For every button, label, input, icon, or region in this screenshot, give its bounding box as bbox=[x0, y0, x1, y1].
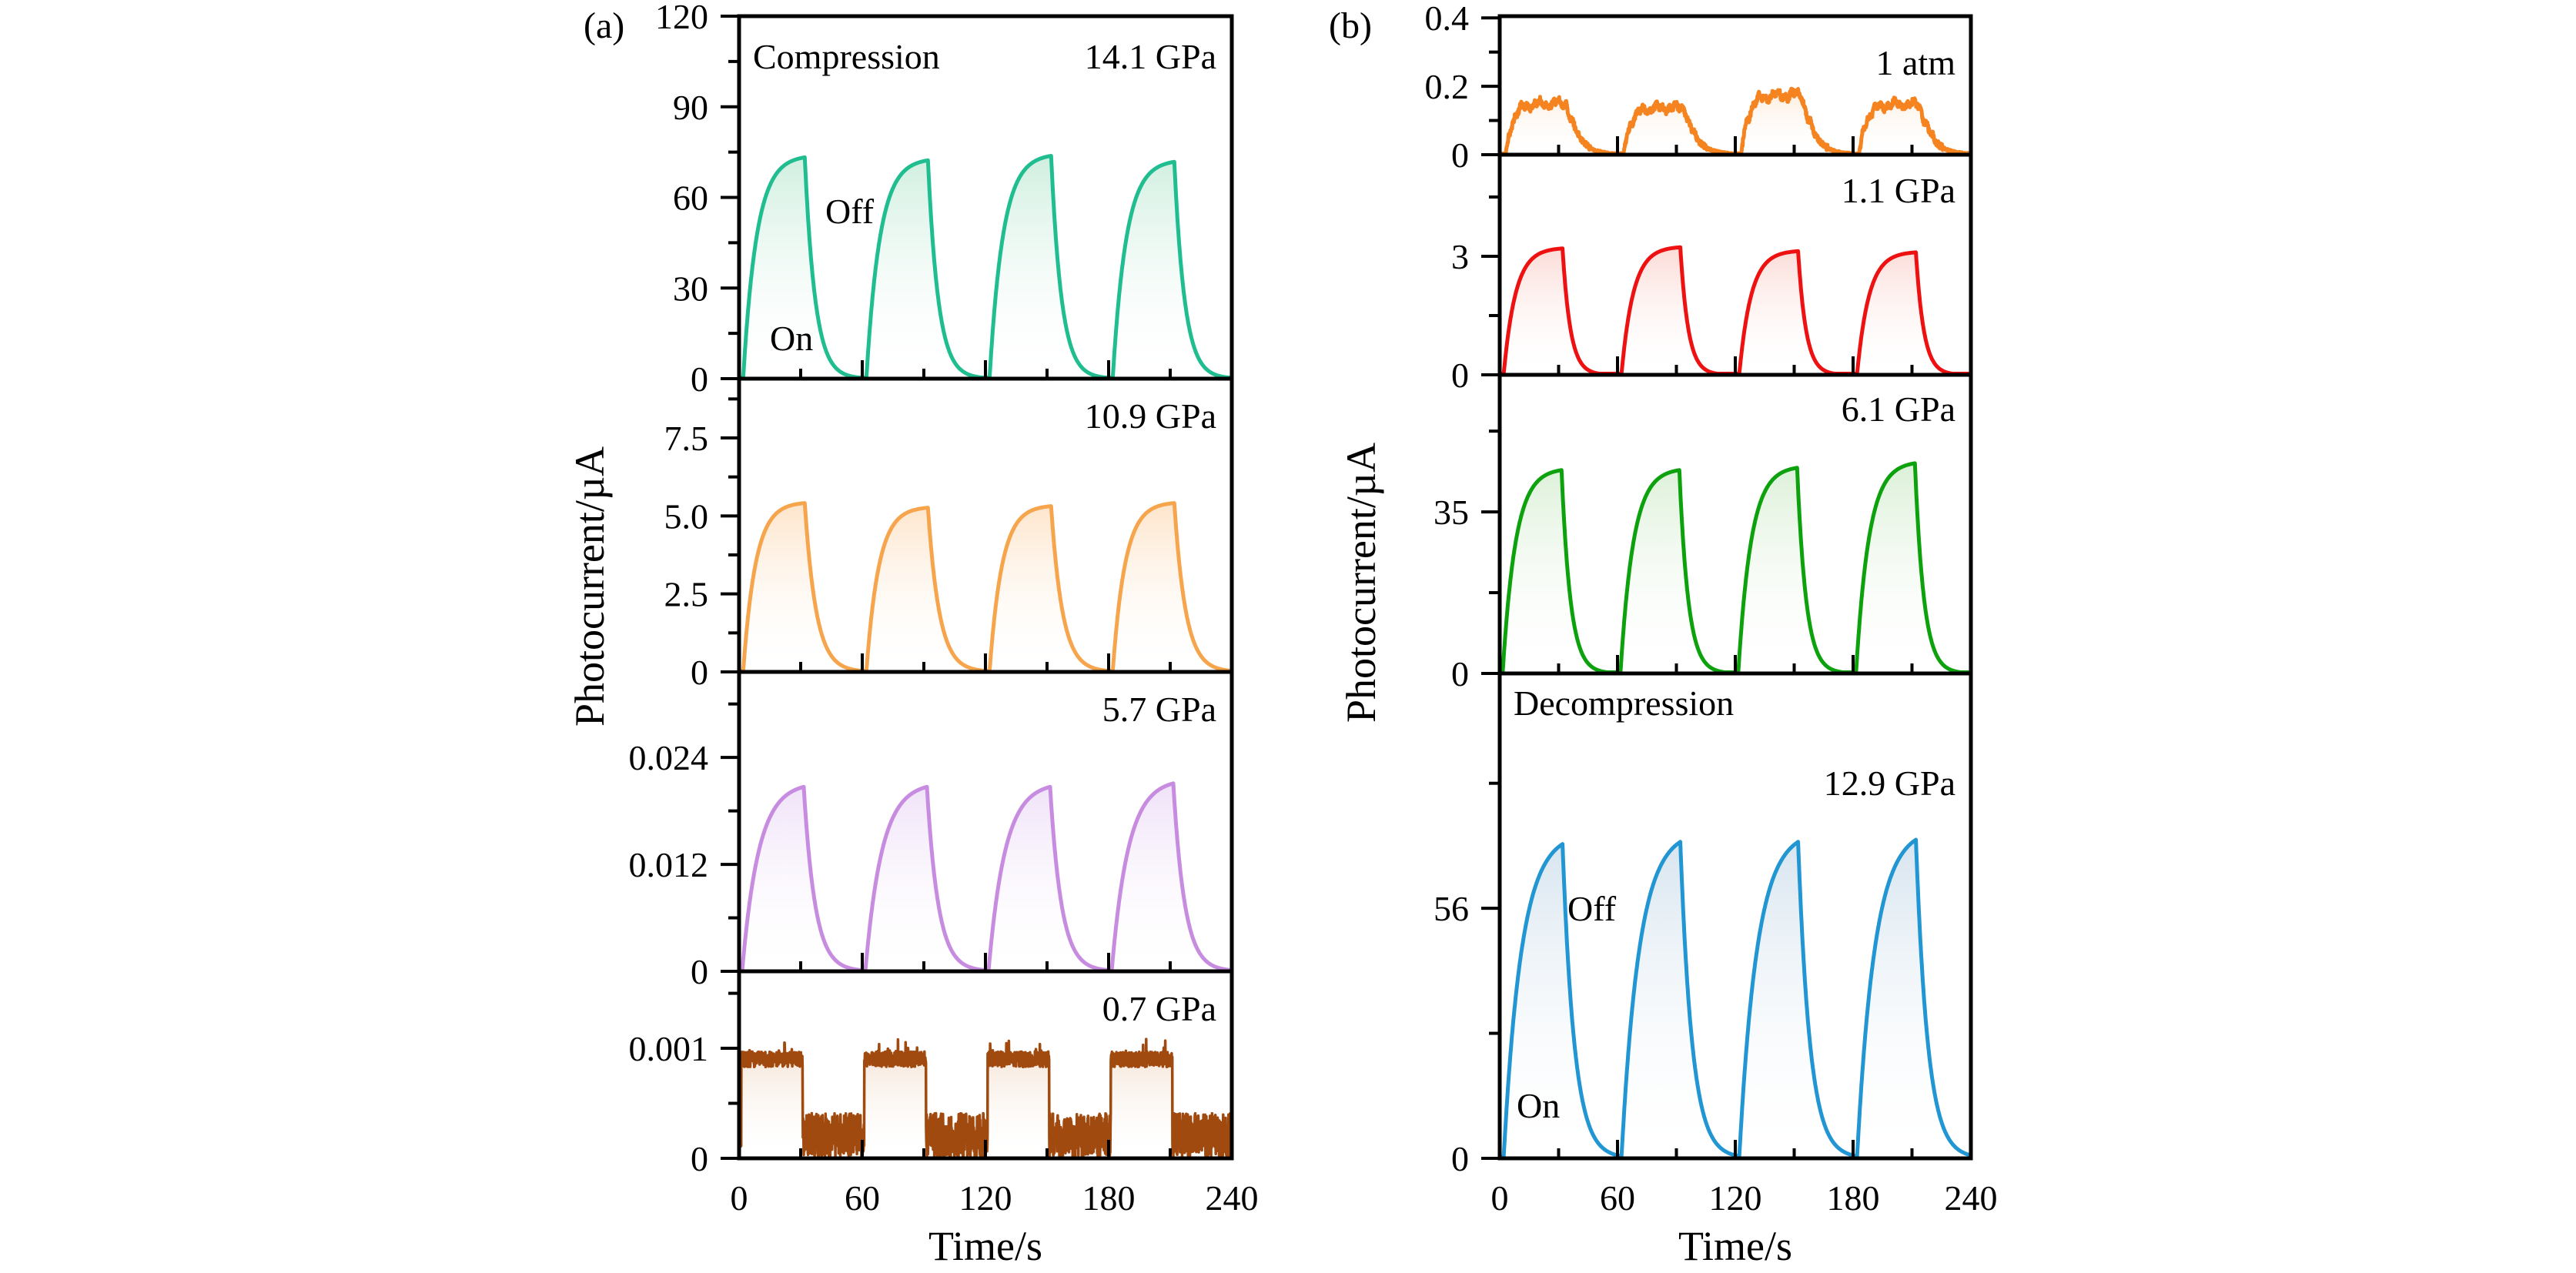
subplot-a4-plotgroup bbox=[739, 1037, 1232, 1158]
panel-b-x-axis-title: Time/s bbox=[1678, 1223, 1793, 1269]
subplot-b2-plotgroup bbox=[1500, 245, 1971, 375]
y-tick-label: 60 bbox=[673, 179, 708, 218]
y-tick-label: 5.0 bbox=[664, 496, 709, 536]
subplot-b4-plotgroup bbox=[1500, 837, 1971, 1158]
y-tick-label: 0.2 bbox=[1425, 67, 1470, 106]
x-tick-label: 240 bbox=[1206, 1178, 1259, 1218]
y-tick-label: 0.4 bbox=[1425, 0, 1470, 38]
y-tick-label: 0 bbox=[691, 1139, 708, 1178]
subplot-a2-plotgroup bbox=[739, 501, 1232, 672]
panel-a-label: (a) bbox=[584, 5, 625, 46]
panel-b-label: (b) bbox=[1329, 5, 1372, 46]
light-off-label: Off bbox=[825, 192, 875, 231]
subplot-a2: 0 2.5 5.0 7.5 10.9 GPa bbox=[664, 396, 1233, 692]
pressure-label: 5.7 GPa bbox=[1102, 690, 1216, 729]
x-tick-label: 0 bbox=[731, 1178, 748, 1218]
y-tick-label: 0.024 bbox=[629, 738, 709, 777]
panel-border bbox=[1497, 14, 1973, 1161]
pressure-label: 1 atm bbox=[1876, 43, 1956, 82]
x-tick-label: 240 bbox=[1945, 1178, 1998, 1218]
y-tick-label: 0 bbox=[1451, 356, 1469, 395]
subplot-a3-plotgroup bbox=[739, 781, 1232, 971]
panel-border bbox=[737, 14, 1234, 1161]
subplot-b3-area bbox=[1500, 463, 1971, 673]
light-off-label: Off bbox=[1567, 889, 1617, 928]
pressure-label: 1.1 GPa bbox=[1842, 171, 1955, 210]
subplot-b4-area bbox=[1500, 840, 1971, 1158]
x-tick-label: 180 bbox=[1827, 1178, 1880, 1218]
subplot-b2-area bbox=[1500, 247, 1971, 375]
y-tick-label: 56 bbox=[1434, 889, 1469, 928]
y-tick-label: 0 bbox=[1451, 654, 1469, 693]
subplot-b2: 0 3 1.1 GPa bbox=[1451, 171, 1972, 395]
subplot-a1-area bbox=[739, 155, 1232, 379]
y-tick-label: 0 bbox=[691, 653, 708, 692]
y-tick-label: 90 bbox=[673, 88, 708, 127]
panel-b-y-axis-title: Photocurrent/µA bbox=[1338, 442, 1384, 723]
y-tick-label: 3 bbox=[1451, 237, 1469, 276]
x-tick-label: 0 bbox=[1491, 1178, 1509, 1218]
subplot-a3-area bbox=[739, 783, 1232, 971]
subplot-b4: 0 56 12.9 GPa Decompression Off On bbox=[1434, 683, 1972, 1178]
x-tick-label: 120 bbox=[959, 1178, 1012, 1218]
light-on-label: On bbox=[770, 319, 813, 358]
subplot-b1-area bbox=[1500, 89, 1971, 155]
pressure-label: 10.9 GPa bbox=[1085, 396, 1216, 436]
light-on-label: On bbox=[1517, 1086, 1560, 1125]
y-tick-label: 0.012 bbox=[629, 845, 709, 884]
pressure-label: 14.1 GPa bbox=[1085, 37, 1216, 76]
subplot-a4-curve bbox=[739, 1037, 1232, 1158]
y-tick-label: 35 bbox=[1434, 493, 1469, 532]
y-tick-label: 2.5 bbox=[664, 575, 709, 614]
pressure-label: 12.9 GPa bbox=[1824, 763, 1955, 803]
pressure-label: 6.1 GPa bbox=[1842, 389, 1955, 429]
subplot-a2-area bbox=[739, 503, 1232, 672]
panel-b: 0 0.2 0.4 1 atm 0 3 1.1 GPa 0 35 6.1 GPa 0 56 12.9 G… bbox=[1425, 0, 1998, 1218]
panel-a-x-axis-title: Time/s bbox=[928, 1223, 1043, 1269]
y-tick-label: 7.5 bbox=[664, 419, 709, 458]
x-tick-label: 60 bbox=[845, 1178, 880, 1218]
subplot-a4: 0 0.001 0.7 GPa bbox=[629, 989, 1233, 1178]
y-tick-label: 0 bbox=[1451, 135, 1469, 175]
subplot-b3: 0 35 6.1 GPa bbox=[1434, 389, 1972, 693]
subplot-b1: 0 0.2 0.4 1 atm bbox=[1425, 0, 1972, 175]
x-tick-label: 120 bbox=[1709, 1178, 1762, 1218]
x-tick-label: 60 bbox=[1600, 1178, 1635, 1218]
pressure-label: 0.7 GPa bbox=[1102, 989, 1216, 1028]
x-tick-label: 180 bbox=[1082, 1178, 1136, 1218]
subplot-a3: 0 0.012 0.024 5.7 GPa bbox=[629, 690, 1233, 991]
y-tick-label: 0 bbox=[691, 952, 708, 991]
y-tick-label: 120 bbox=[655, 0, 708, 36]
subplot-b3-plotgroup bbox=[1500, 461, 1971, 673]
panel-a-y-axis-title: Photocurrent/µA bbox=[567, 446, 613, 727]
y-tick-label: 0.001 bbox=[629, 1029, 709, 1068]
y-tick-label: 0 bbox=[1451, 1139, 1469, 1178]
panel-a: 0 30 60 90 120 14.1 GPa Compression Off On 0 2.5 5.… bbox=[629, 0, 1259, 1218]
phase-annotation: Compression bbox=[753, 37, 940, 76]
subplot-a1: 0 30 60 90 120 14.1 GPa Compression Off On bbox=[655, 0, 1233, 399]
y-tick-label: 0 bbox=[691, 359, 708, 399]
phase-annotation: Decompression bbox=[1514, 683, 1734, 723]
y-tick-label: 30 bbox=[673, 269, 708, 308]
